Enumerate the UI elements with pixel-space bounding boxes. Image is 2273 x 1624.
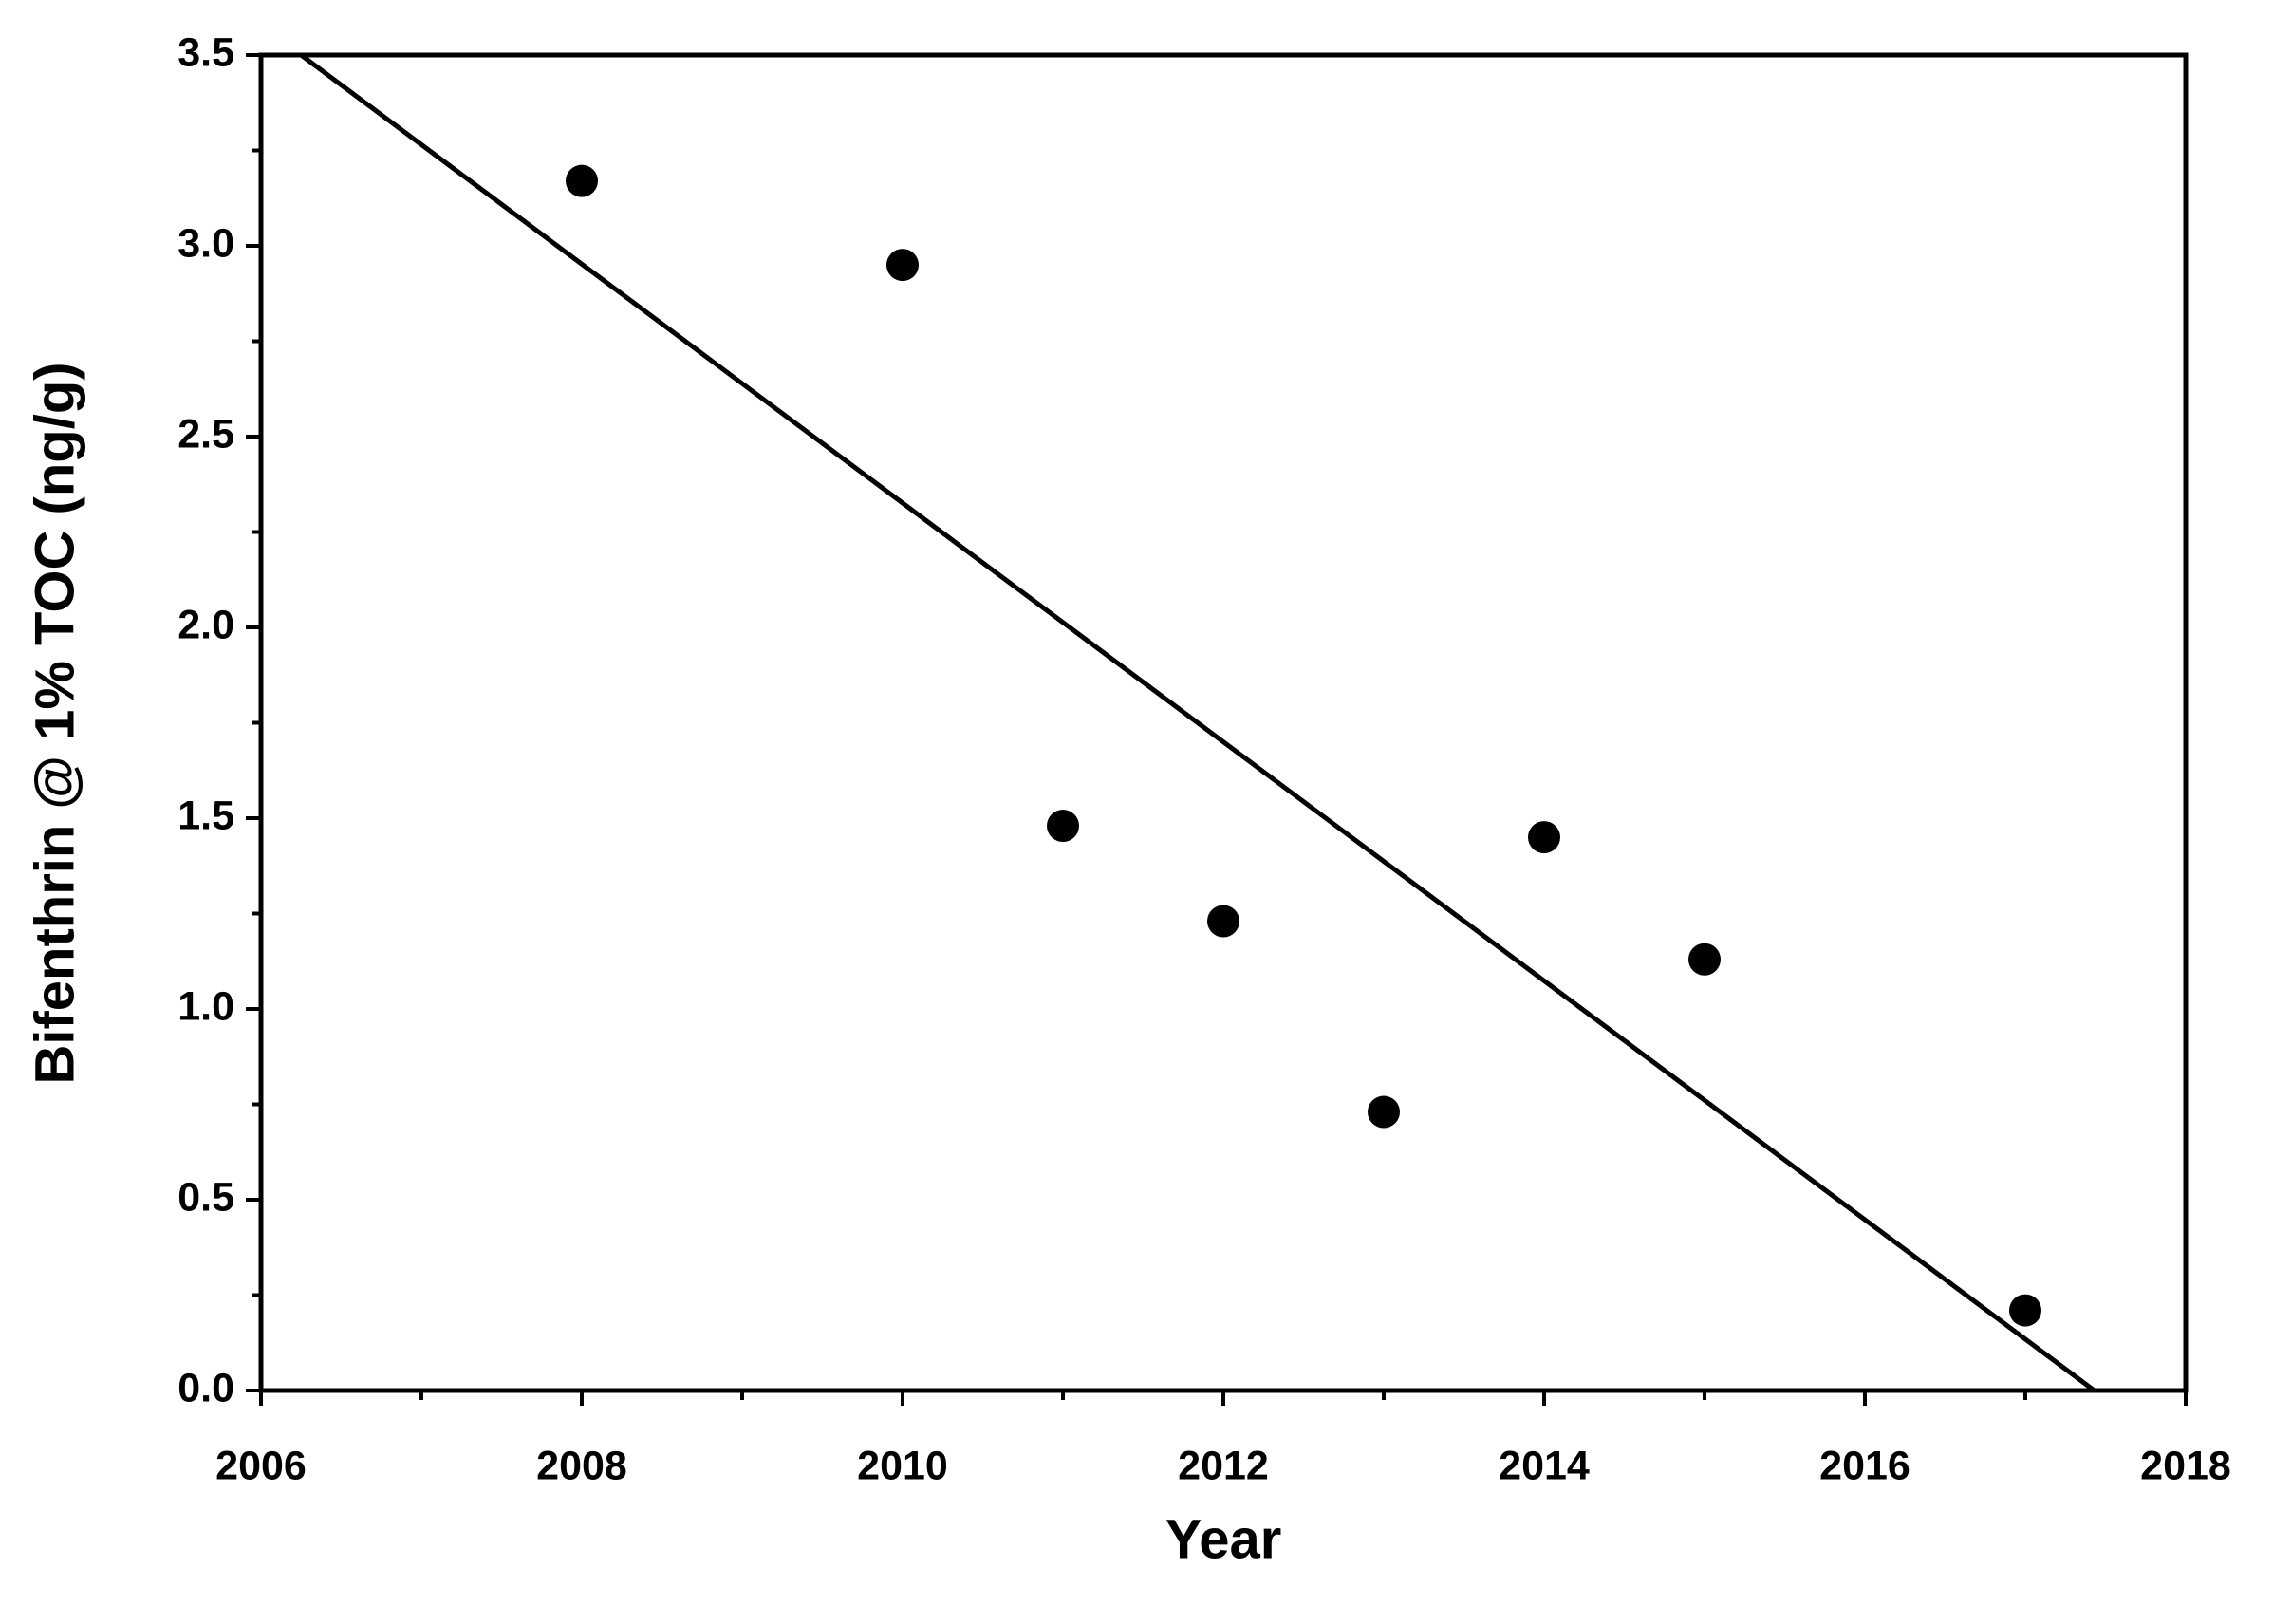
data-point	[1047, 810, 1079, 843]
data-point	[1368, 1095, 1400, 1129]
data-point	[1528, 821, 1560, 854]
y-tick-label: 1.5	[177, 793, 234, 838]
y-tick-label: 3.0	[177, 220, 234, 266]
y-axis-label: Bifenthrin @ 1% TOC (ng/g)	[24, 362, 85, 1084]
plot-frame	[258, 52, 2189, 1393]
trend-line	[299, 52, 2096, 1393]
x-axis-label: Year	[1165, 1508, 1282, 1570]
data-point	[2009, 1294, 2041, 1327]
data-point	[566, 164, 598, 197]
data-point	[1207, 905, 1239, 938]
data-point	[886, 249, 919, 282]
y-tick-label: 0.0	[177, 1365, 234, 1410]
y-tick-label: 3.5	[177, 29, 234, 75]
y-tick-label: 1.0	[177, 983, 234, 1029]
y-tick-label: 2.0	[177, 602, 234, 647]
x-tick-label: 2012	[1178, 1443, 1269, 1488]
x-tick-label: 2008	[536, 1443, 627, 1488]
x-tick-label: 2006	[215, 1443, 307, 1488]
y-tick-label: 0.5	[177, 1174, 234, 1220]
x-tick-label: 2018	[2140, 1443, 2231, 1488]
x-tick-label: 2016	[1819, 1443, 1910, 1488]
x-tick-label: 2014	[1499, 1443, 1590, 1488]
data-point	[1688, 943, 1721, 976]
x-tick-label: 2010	[857, 1443, 948, 1488]
y-tick-label: 2.5	[177, 411, 234, 457]
